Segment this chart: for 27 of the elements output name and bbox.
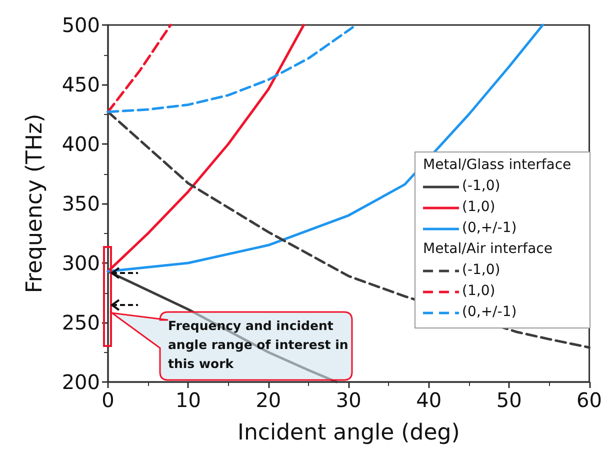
legend-label: (0,+/-1) bbox=[462, 304, 517, 320]
y-tick-label: 500 bbox=[62, 13, 100, 37]
x-axis-title: Incident angle (deg) bbox=[237, 420, 460, 446]
y-axis-title: Frequency (THz) bbox=[22, 114, 48, 294]
legend-label: (1,0) bbox=[462, 283, 496, 299]
x-tick-label: 50 bbox=[496, 388, 522, 412]
y-tick-label: 250 bbox=[62, 310, 100, 334]
x-tick-label: 10 bbox=[175, 388, 201, 412]
annotation: Metal/Air interface bbox=[423, 241, 552, 257]
legend-label: (1,0) bbox=[462, 199, 496, 215]
annotation: Frequency and incident angle range of interest in this work bbox=[168, 317, 350, 373]
y-tick-label: 200 bbox=[62, 370, 100, 394]
x-tick-label: 30 bbox=[336, 388, 362, 412]
x-tick-label: 20 bbox=[256, 388, 282, 412]
x-tick-label: 60 bbox=[576, 388, 602, 412]
x-tick-label: 40 bbox=[416, 388, 442, 412]
x-tick-label: 0 bbox=[102, 388, 114, 412]
y-tick-label: 350 bbox=[62, 192, 100, 216]
line-series bbox=[106, 24, 305, 273]
annotation: Metal/Glass interface bbox=[423, 157, 572, 173]
y-tick-label: 400 bbox=[62, 132, 100, 156]
legend-label: (0,+/-1) bbox=[462, 220, 517, 236]
legend-label: (-1,0) bbox=[462, 178, 500, 194]
y-tick-label: 450 bbox=[62, 72, 100, 96]
legend-label: (-1,0) bbox=[462, 262, 500, 278]
y-tick-label: 300 bbox=[62, 251, 100, 275]
line-series bbox=[106, 26, 354, 114]
